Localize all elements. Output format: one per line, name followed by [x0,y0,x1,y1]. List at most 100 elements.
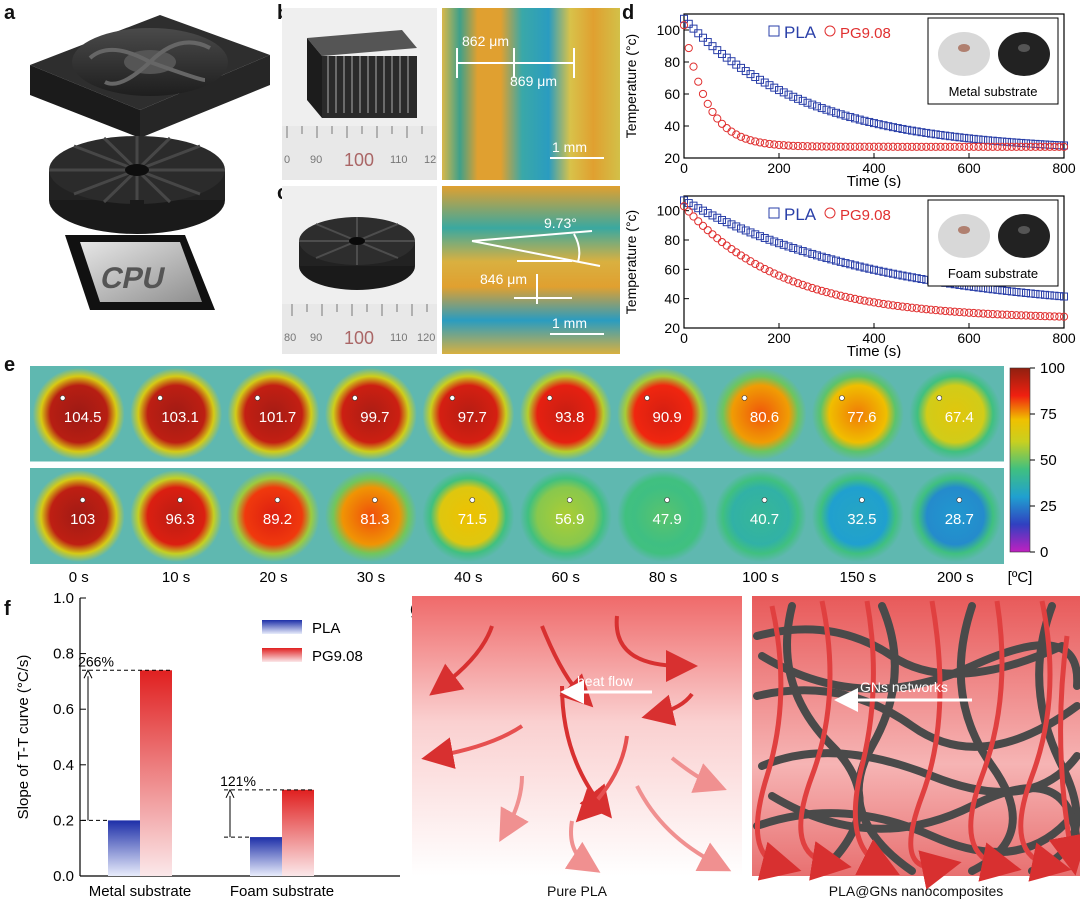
pla-point [984,136,992,145]
colorbar-tick-label: 100 [1040,360,1065,377]
ruler-c-tick-3: 110 [390,332,408,344]
pla-point [765,235,774,244]
pg-point [974,309,983,318]
pg-point [922,305,931,314]
measure-862: 862 μm [462,33,509,49]
pg-point [869,142,879,151]
pg-point [841,142,850,151]
time-label: 40 s [454,569,482,586]
ruler-b-tick-4: 12 [424,154,436,166]
pla-point [718,215,726,224]
ruler-b-tick-1: 90 [310,154,322,166]
category-label: Foam substrate [230,883,334,900]
panel-g-illustrations: heat flow Pure PLA GNs networks [412,596,1080,899]
pla-point [879,267,888,276]
pla-point [760,78,769,87]
pla-point [798,96,807,105]
legend-pla-label: PLA [784,23,817,42]
pla-point [889,269,897,278]
pla-point [912,127,921,136]
pg-point [1040,142,1050,151]
thermal-spot [324,470,417,562]
inset-core-dark [1018,226,1030,234]
thermal-spot [811,470,904,562]
thermal-value: 80.6 [750,409,779,426]
pla-point [699,33,707,42]
pla-point [874,266,883,275]
pla-point [722,218,731,227]
pure-pla-illustration: heat flow Pure PLA [412,596,742,899]
pg-point [827,142,836,151]
pg-point [774,140,784,150]
colorbar-tick-label: 0 [1040,544,1048,561]
pg-point [770,140,779,149]
pla-point [969,134,978,143]
measure-869: 869 μm [510,73,557,89]
thermal-value: 97.7 [458,409,487,426]
pla-point [770,83,779,92]
pg-point [1012,311,1021,320]
pg-point [907,303,917,312]
y-axis-label: Slope of T-T curve (°C/s) [15,655,32,820]
pg-point [884,300,893,309]
pla-point [860,263,869,272]
pla-point [732,222,741,231]
pg-point [1026,311,1035,320]
colorbar [1009,367,1031,553]
pla-point [998,286,1007,295]
pg-point [1012,142,1021,151]
pla-point [903,125,912,134]
pla-point [1031,289,1040,298]
pla-point [846,260,855,269]
ruler-c [282,304,437,354]
pg-point [865,142,874,151]
thermal-spot [227,368,320,460]
pla-point [927,129,935,138]
pg-point [1036,142,1045,151]
legend-pg-label: PG9.08 [312,648,363,665]
inset-label: Foam substrate [948,266,1038,281]
pla-point [1026,289,1035,298]
pg-point [941,142,950,151]
pg-point [751,137,760,146]
pla-point [1031,139,1040,148]
measure-point [956,497,963,503]
inset-core [958,226,970,234]
pla-point [965,134,973,143]
pla-point [884,122,893,131]
pg-point [979,142,988,151]
pla-point [751,230,760,239]
thermal-value: 77.6 [847,409,876,426]
thermal-value: 103.1 [161,409,199,426]
pg-point [727,127,736,136]
pla-point [789,244,798,253]
gns-networks-label: GNs networks [860,679,948,695]
pg-point [955,142,964,151]
pg-point [950,142,959,151]
pla-point [689,201,698,210]
pg-point [969,142,978,151]
pg-point [855,295,864,304]
pg-point [1017,142,1026,151]
thermal-value: 90.9 [652,409,681,426]
pla-point [841,259,850,268]
pg-point [898,142,907,151]
pg-point [1007,142,1016,151]
pg-point [879,299,888,309]
pla-point [870,119,878,128]
x-tick-label: 600 [957,160,981,176]
cpu-chip-illustration: CPU [65,235,215,310]
y-tick-label: 20 [664,320,680,336]
pla-point [841,111,850,120]
pla-point [851,261,859,270]
legend-pg-swatch [262,648,302,662]
thermal-spot [32,368,125,460]
measure-point [566,497,573,503]
pg-point [993,142,1002,151]
pg-point [903,142,912,151]
micrograph-c [442,186,620,354]
pla-point [893,124,902,133]
legend-pla-marker [768,25,780,37]
thermal-spot [519,368,612,460]
pg-point [746,257,755,266]
